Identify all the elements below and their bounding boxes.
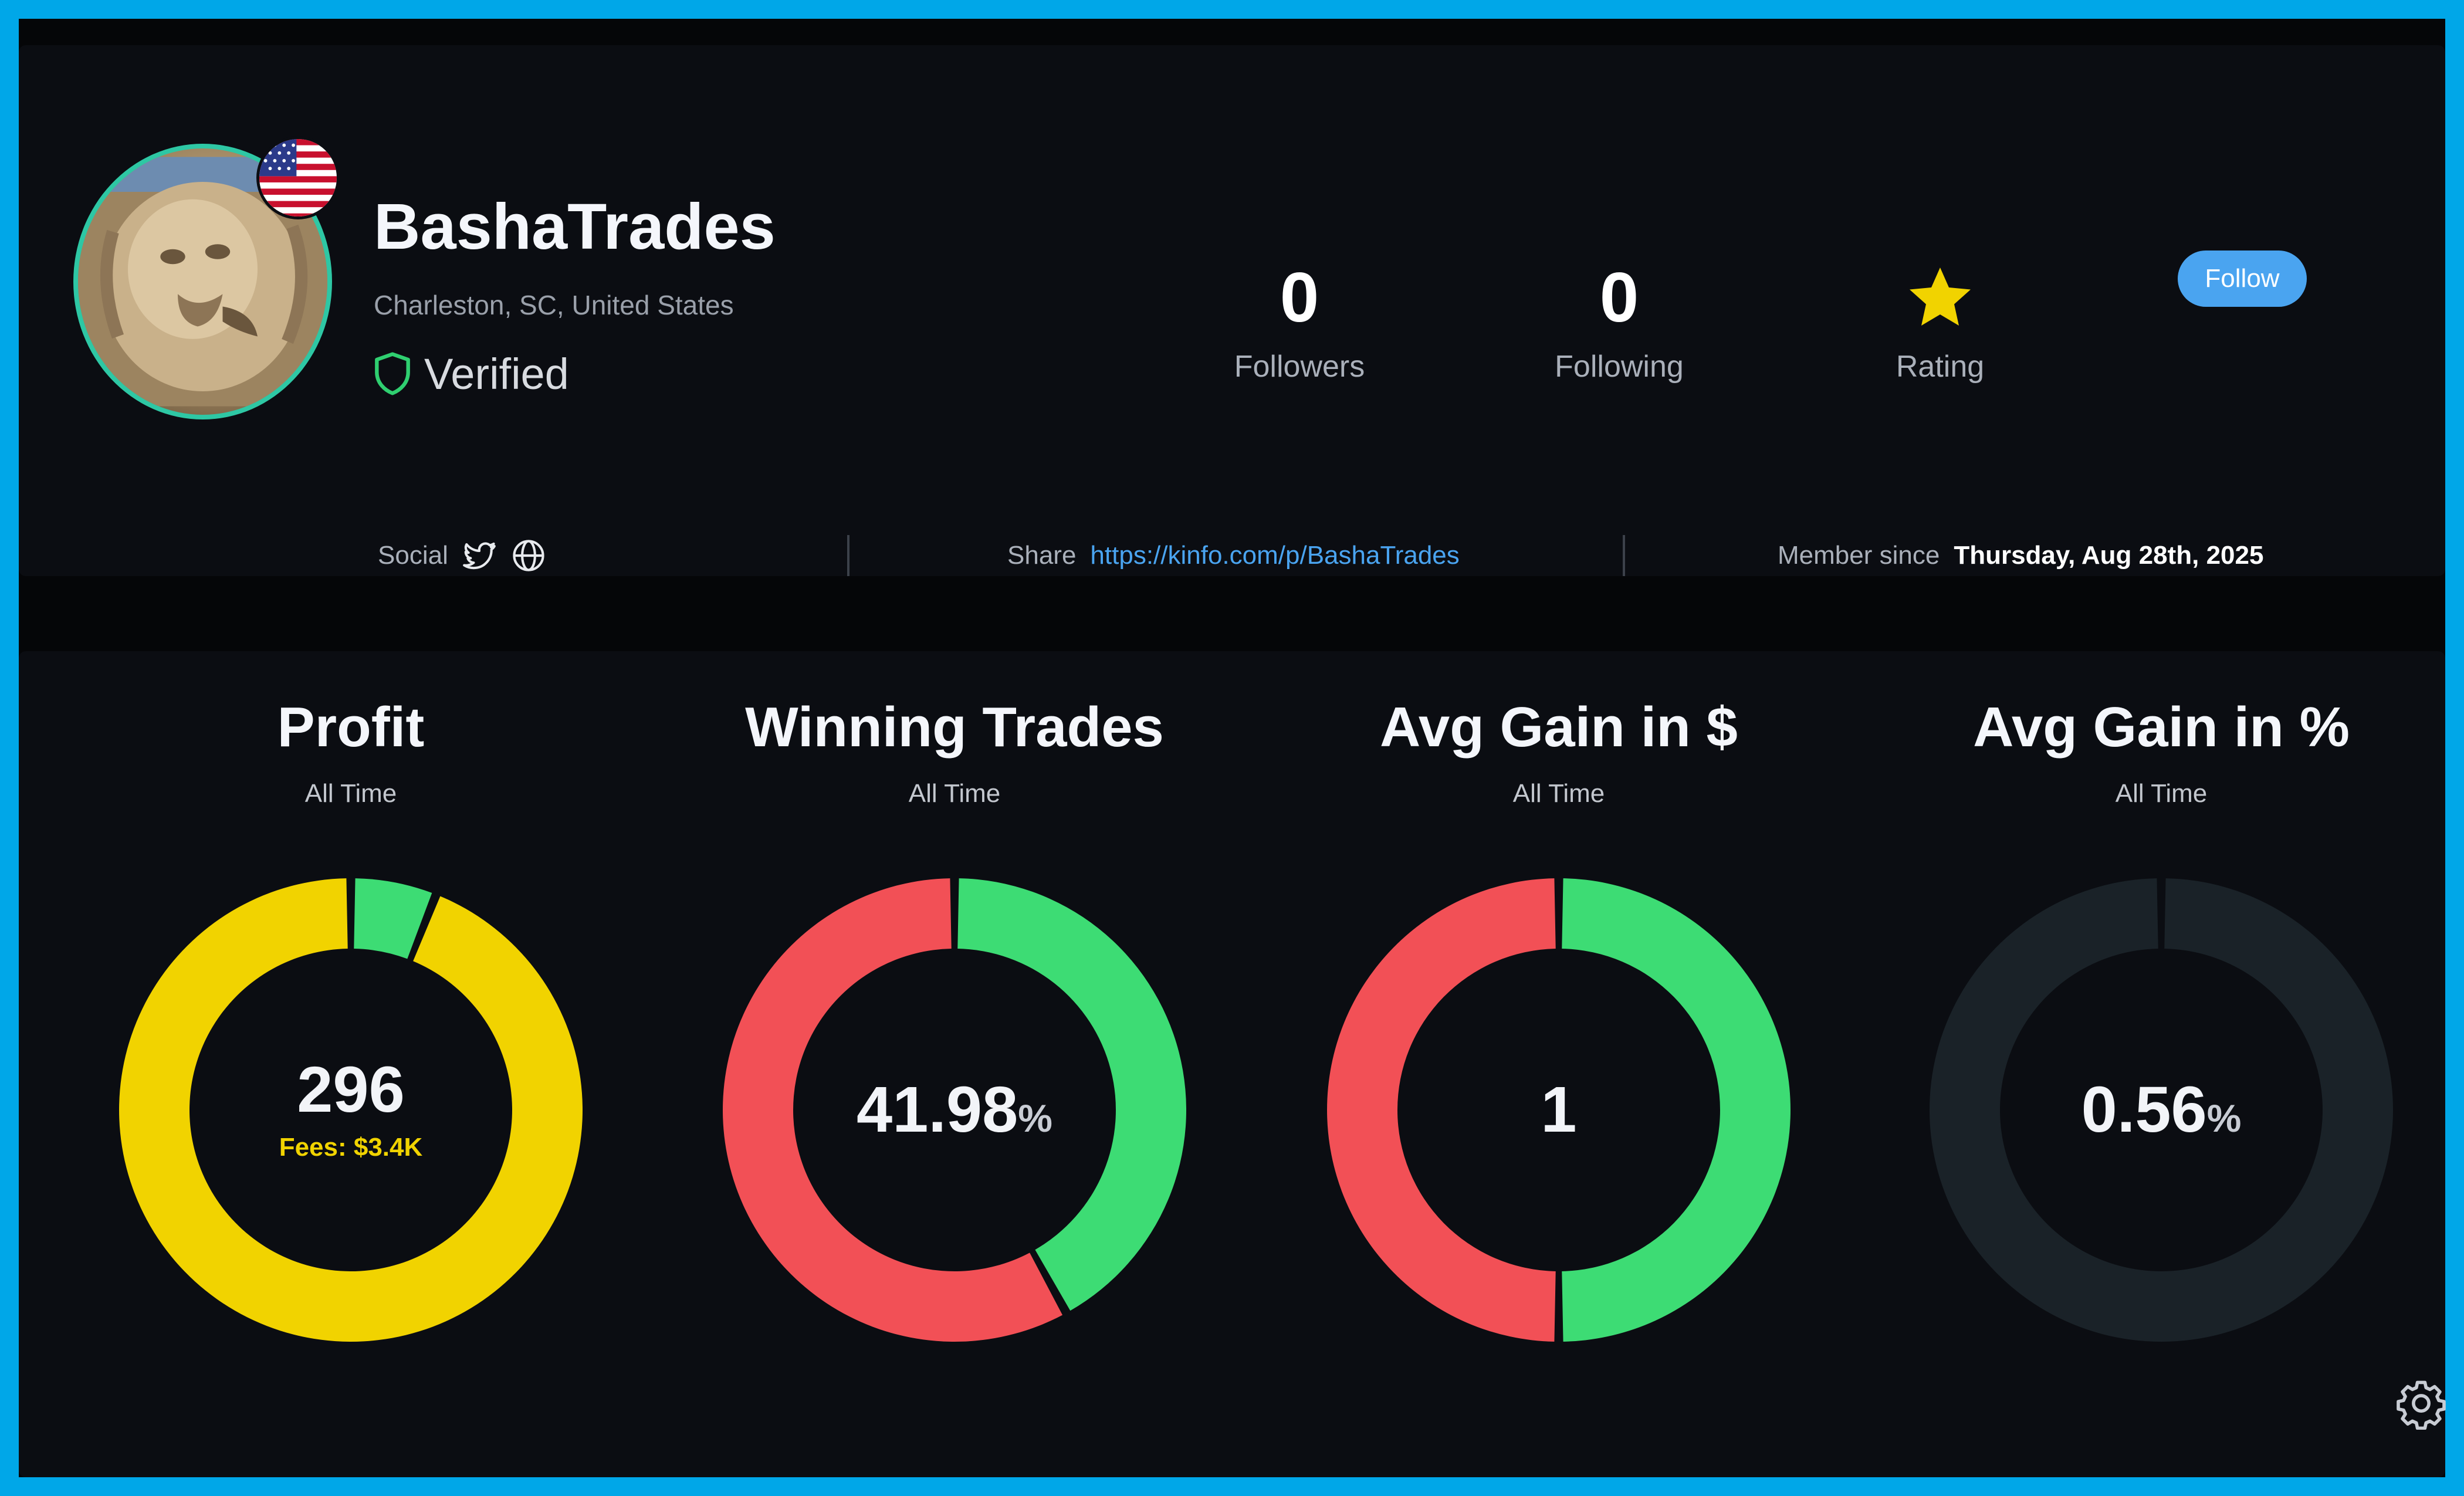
share-link[interactable]: https://kinfo.com/p/BashaTrades [1090, 541, 1460, 570]
donut-center: 296 Fees: $3.4K [116, 875, 585, 1345]
verified-label: Verified [424, 349, 569, 398]
globe-icon[interactable] [510, 537, 547, 574]
share-section: Share https://kinfo.com/p/BashaTrades [1007, 532, 1460, 579]
avg-gain-dollar-donut-chart[interactable]: 1 [1324, 875, 1793, 1345]
star-icon [1910, 268, 1971, 326]
donut-segment-0[interactable] [354, 878, 432, 959]
location: Charleston, SC, United States [374, 290, 734, 320]
avg-gain-percent-donut-svg [1930, 878, 2393, 1342]
metric-winning-trades: Winning Trades All Time [691, 699, 1219, 808]
metric-avg-gain-percent: Avg Gain in % All Time [1897, 699, 2425, 808]
value-number: 41.98 [857, 1074, 1018, 1146]
avg-gain-dollar-value: 1 [1541, 1074, 1577, 1146]
member-since: Member since Thursday, Aug 28th, 2025 [1778, 532, 2263, 579]
metric-period: All Time [304, 779, 397, 808]
donut-segment-1[interactable] [1327, 878, 1556, 1342]
donut-center: 41.98% [720, 875, 1189, 1345]
avg-gain-percent-donut-chart[interactable]: 0.56% [1927, 875, 2396, 1345]
verified-badge: Verified [374, 347, 569, 400]
profit-donut-svg [119, 878, 583, 1342]
rating-stat[interactable]: Rating [1852, 262, 2028, 384]
donut-segment-1[interactable] [723, 878, 1063, 1342]
member-since-label: Member since [1778, 541, 1940, 570]
value-unit: % [2206, 1096, 2242, 1140]
social-label: Social [378, 541, 448, 570]
avg-gain-percent-value: 0.56% [2081, 1078, 2242, 1142]
follow-button[interactable]: Follow [2178, 251, 2307, 307]
twitter-icon[interactable] [461, 537, 497, 574]
username: BashaTrades [374, 191, 776, 263]
metric-period: All Time [1512, 779, 1605, 808]
metric-avg-gain-dollar: Avg Gain in $ All Time [1295, 699, 1823, 808]
share-label: Share [1007, 541, 1077, 570]
metric-period: All Time [908, 779, 1001, 808]
value-unit: % [1018, 1096, 1052, 1140]
following-count: 0 [1599, 258, 1639, 337]
gear-icon[interactable] [2395, 1377, 2448, 1430]
metric-title: Avg Gain in $ [1380, 696, 1738, 759]
divider [847, 535, 849, 576]
followers-label: Followers [1234, 350, 1365, 384]
metric-title: Winning Trades [745, 696, 1164, 759]
following-stat[interactable]: 0 Following [1531, 262, 1707, 384]
avg-gain-dollar-donut-svg [1327, 878, 1791, 1342]
winning-trades-donut-svg [723, 878, 1187, 1342]
profit-value: 296 [297, 1054, 405, 1126]
shield-icon [375, 352, 410, 395]
info-row: Social Share https://kinfo.com/p/BashaTr… [19, 532, 2445, 579]
donut-segment-0[interactable] [1930, 878, 2393, 1342]
metric-title: Profit [277, 696, 425, 759]
social-links: Social [378, 532, 547, 579]
donut-center: 0.56% [1927, 875, 2396, 1345]
fees-value: Fees: $3.4K [279, 1133, 423, 1162]
donut-segment-0[interactable] [1562, 878, 1791, 1342]
donut-center: 1 [1324, 875, 1793, 1345]
rating-label: Rating [1896, 350, 1985, 384]
followers-stat[interactable]: 0 Followers [1211, 262, 1387, 384]
donut-segment-0[interactable] [957, 878, 1187, 1311]
metric-period: All Time [2115, 779, 2208, 808]
metric-profit: Profit All Time [87, 699, 615, 808]
winning-trades-value: 41.98% [857, 1078, 1052, 1142]
stats-card [19, 651, 2445, 1477]
metric-title: Avg Gain in % [1973, 696, 2350, 759]
value-number: 0.56 [2081, 1074, 2207, 1146]
profit-donut-chart[interactable]: 296 Fees: $3.4K [116, 875, 585, 1345]
winning-trades-donut-chart[interactable]: 41.98% [720, 875, 1189, 1345]
followers-count: 0 [1280, 258, 1319, 337]
member-since-date: Thursday, Aug 28th, 2025 [1954, 541, 2264, 570]
us-flag-icon [256, 136, 340, 219]
following-label: Following [1555, 350, 1684, 384]
divider [1623, 535, 1625, 576]
donut-segment-1[interactable] [119, 878, 583, 1342]
profile-card: BashaTrades Charleston, SC, United State… [19, 45, 2445, 576]
lion-statue-avatar-icon [78, 157, 327, 407]
app-frame: BashaTrades Charleston, SC, United State… [19, 19, 2448, 1477]
